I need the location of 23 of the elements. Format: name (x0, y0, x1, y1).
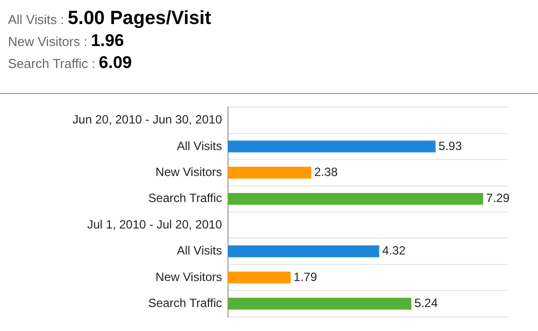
bar (228, 245, 380, 258)
y-tick-label: All Visits (176, 138, 222, 153)
data-label: 2.38 (314, 165, 338, 180)
data-label: 7.29 (486, 191, 510, 206)
data-label: 5.24 (414, 296, 438, 310)
bar (228, 272, 291, 284)
data-label: 4.32 (382, 244, 406, 258)
text: Search Traffic : 6.09 (8, 53, 132, 72)
bar (228, 298, 412, 310)
y-tick-label: All Visits (176, 244, 222, 258)
y-tick-label: Jun 20, 2010 - Jun 30, 2010 (72, 112, 222, 127)
text: New Visitors : 1.96 (8, 31, 124, 50)
data-label: 5.93 (438, 138, 462, 153)
bar (228, 140, 436, 152)
y-tick-label: Search Traffic (148, 191, 222, 206)
y-tick-label: New Visitors (156, 165, 222, 180)
y-tick-label: Search Traffic (148, 296, 222, 310)
bar (228, 166, 312, 179)
y-tick-label: Jul 1, 2010 - Jul 20, 2010 (87, 217, 222, 232)
text: All Visits : 5.00 Pages/Visit (8, 8, 212, 29)
y-tick-label: New Visitors (156, 270, 222, 284)
bar (228, 193, 484, 205)
data-label: 1.79 (294, 270, 318, 284)
